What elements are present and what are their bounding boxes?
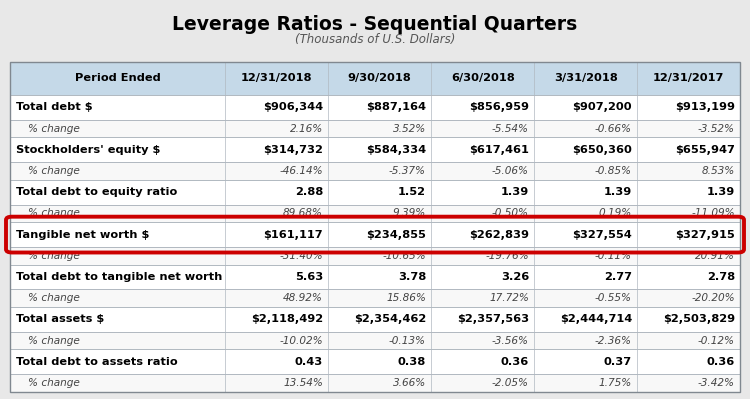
Text: 17.72%: 17.72% [489,293,529,303]
Text: $234,855: $234,855 [366,229,426,239]
Text: -0.12%: -0.12% [698,336,735,346]
Text: $2,503,829: $2,503,829 [663,314,735,324]
Text: 0.36: 0.36 [501,357,529,367]
Text: -3.52%: -3.52% [698,124,735,134]
Text: 1.39: 1.39 [706,187,735,197]
Text: Stockholders' equity $: Stockholders' equity $ [16,145,160,155]
Text: $907,200: $907,200 [572,103,632,113]
Text: -5.06%: -5.06% [492,166,529,176]
Text: $2,357,563: $2,357,563 [457,314,529,324]
Text: Total debt to assets ratio: Total debt to assets ratio [16,357,177,367]
Text: 3.26: 3.26 [501,272,529,282]
Text: $2,354,462: $2,354,462 [354,314,426,324]
Text: $906,344: $906,344 [262,103,323,113]
Text: Total debt $: Total debt $ [16,103,92,113]
Text: 2.78: 2.78 [707,272,735,282]
Text: -0.11%: -0.11% [595,251,632,261]
Text: -20.20%: -20.20% [692,293,735,303]
Text: -2.05%: -2.05% [492,378,529,388]
Text: % change: % change [28,336,80,346]
Text: $262,839: $262,839 [469,229,529,239]
Text: 0.19%: 0.19% [598,208,632,218]
Text: -0.66%: -0.66% [595,124,632,134]
Text: $2,444,714: $2,444,714 [560,314,632,324]
Text: Total debt to equity ratio: Total debt to equity ratio [16,187,177,197]
Text: -10.02%: -10.02% [279,336,323,346]
Text: -0.55%: -0.55% [595,293,632,303]
Text: % change: % change [28,293,80,303]
Text: 0.37: 0.37 [604,357,632,367]
Text: -31.40%: -31.40% [279,251,323,261]
Text: (Thousands of U.S. Dollars): (Thousands of U.S. Dollars) [295,33,455,46]
Text: -3.42%: -3.42% [698,378,735,388]
Text: 48.92%: 48.92% [283,293,323,303]
Text: 5.63: 5.63 [295,272,323,282]
Text: 89.68%: 89.68% [283,208,323,218]
Text: $161,117: $161,117 [263,229,323,239]
Text: 0.36: 0.36 [706,357,735,367]
Text: 2.77: 2.77 [604,272,632,282]
Text: $327,915: $327,915 [675,229,735,239]
Text: $2,118,492: $2,118,492 [251,314,323,324]
Text: 8.53%: 8.53% [702,166,735,176]
Text: 1.39: 1.39 [501,187,529,197]
Text: 1.39: 1.39 [604,187,632,197]
Text: $856,959: $856,959 [469,103,529,113]
Text: 9.39%: 9.39% [393,208,426,218]
Text: -2.36%: -2.36% [595,336,632,346]
Text: % change: % change [28,378,80,388]
Text: $655,947: $655,947 [675,145,735,155]
Text: $887,164: $887,164 [366,103,426,113]
Text: 3/31/2018: 3/31/2018 [554,73,617,83]
Text: -0.13%: -0.13% [389,336,426,346]
Text: 3.66%: 3.66% [393,378,426,388]
Text: 0.38: 0.38 [398,357,426,367]
Text: 12/31/2017: 12/31/2017 [653,73,724,83]
Text: -46.14%: -46.14% [279,166,323,176]
Text: % change: % change [28,208,80,218]
Text: 20.91%: 20.91% [695,251,735,261]
Text: $650,360: $650,360 [572,145,632,155]
Text: 2.16%: 2.16% [290,124,323,134]
Text: 6/30/2018: 6/30/2018 [451,73,514,83]
Text: Tangible net worth $: Tangible net worth $ [16,229,149,239]
Text: % change: % change [28,124,80,134]
Text: % change: % change [28,251,80,261]
Text: -5.54%: -5.54% [492,124,529,134]
Text: 15.86%: 15.86% [386,293,426,303]
Text: 12/31/2018: 12/31/2018 [241,73,313,83]
Text: -3.56%: -3.56% [492,336,529,346]
Text: -19.76%: -19.76% [485,251,529,261]
Text: 9/30/2018: 9/30/2018 [348,73,412,83]
Text: $314,732: $314,732 [263,145,323,155]
Text: 2.88: 2.88 [295,187,323,197]
Text: -10.65%: -10.65% [382,251,426,261]
Text: $584,334: $584,334 [366,145,426,155]
Text: -0.50%: -0.50% [492,208,529,218]
Text: Total assets $: Total assets $ [16,314,104,324]
Text: Total debt to tangible net worth: Total debt to tangible net worth [16,272,222,282]
Text: 3.78: 3.78 [398,272,426,282]
Text: 1.52: 1.52 [398,187,426,197]
Text: -5.37%: -5.37% [389,166,426,176]
Text: 1.75%: 1.75% [598,378,632,388]
Text: -11.09%: -11.09% [692,208,735,218]
Text: $327,554: $327,554 [572,229,632,239]
Text: 3.52%: 3.52% [393,124,426,134]
Text: Period Ended: Period Ended [74,73,160,83]
Text: Leverage Ratios - Sequential Quarters: Leverage Ratios - Sequential Quarters [172,15,578,34]
Text: % change: % change [28,166,80,176]
Text: 13.54%: 13.54% [283,378,323,388]
Text: 0.43: 0.43 [295,357,323,367]
Text: -0.85%: -0.85% [595,166,632,176]
Text: $617,461: $617,461 [469,145,529,155]
Text: $913,199: $913,199 [675,103,735,113]
